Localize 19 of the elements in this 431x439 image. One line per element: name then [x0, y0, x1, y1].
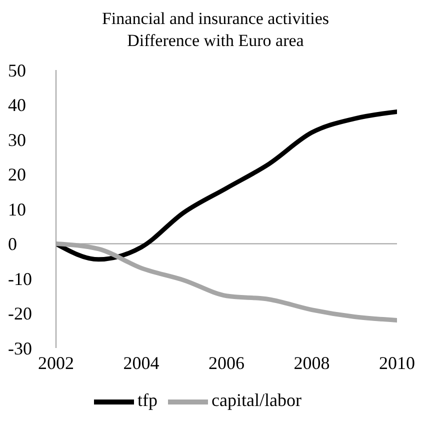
y-tick-label: 30 [8, 130, 26, 150]
legend-label: tfp [138, 390, 158, 410]
x-tick-label: 2002 [38, 352, 74, 373]
y-tick-label: -10 [8, 268, 32, 289]
y-tick-label: 50 [8, 60, 26, 80]
y-tick-label: 40 [8, 95, 26, 116]
y-tick-label: -20 [8, 304, 32, 324]
chart-title: Financial and insurance activities [100, 8, 330, 30]
y-tick-label: 0 [8, 234, 17, 254]
x-tick-label: 2010 [379, 352, 415, 373]
chart-subtitle: Difference with Euro area [126, 30, 305, 52]
x-tick-label: 2008 [294, 352, 330, 373]
x-tick-label: 2006 [208, 352, 244, 373]
y-tick-label: -30 [8, 338, 32, 358]
legend-label: capital/labor [212, 390, 302, 410]
line-series [56, 109, 397, 262]
y-tick-label: 20 [8, 164, 26, 185]
y-tick-label: 10 [8, 199, 26, 220]
x-tick-label: 2004 [123, 352, 160, 373]
